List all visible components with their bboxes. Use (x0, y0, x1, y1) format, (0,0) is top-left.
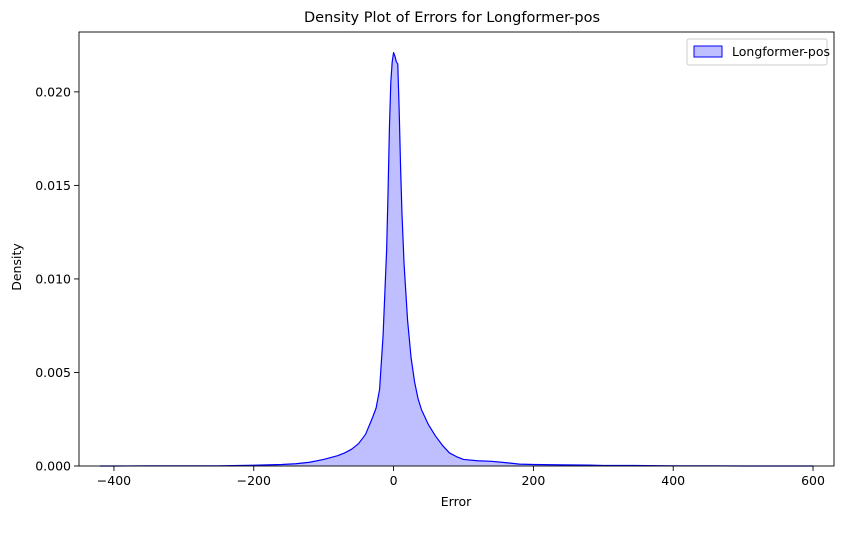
x-axis-title: Error (441, 494, 472, 509)
plot-area (79, 32, 834, 467)
legend: Longformer-pos (686, 38, 830, 66)
y-axis-ticks: 0.000 0.005 0.010 0.015 0.020 (35, 84, 79, 474)
x-tick-label: 200 (521, 473, 545, 488)
y-axis-title: Density (9, 243, 24, 291)
plot-background (79, 32, 834, 466)
legend-swatch (693, 45, 723, 58)
legend-label: Longformer-pos (732, 44, 830, 59)
x-tick-label: −400 (97, 473, 131, 488)
y-tick-label: 0.020 (35, 84, 71, 99)
y-tick-label: 0.010 (35, 271, 71, 286)
x-axis-ticks: −400 −200 0 200 400 600 (97, 466, 825, 488)
plot-frame (78, 31, 835, 467)
x-tick-label: 0 (390, 473, 398, 488)
y-tick-label: 0.005 (35, 365, 71, 380)
density-curve-line (99, 51, 814, 467)
x-tick-label: 400 (661, 473, 685, 488)
x-tick-label: 600 (801, 473, 825, 488)
y-tick-label: 0.000 (35, 459, 71, 474)
chart-title: Density Plot of Errors for Longformer-po… (304, 10, 600, 26)
x-tick-label: −200 (237, 473, 271, 488)
y-tick-label: 0.015 (35, 178, 71, 193)
